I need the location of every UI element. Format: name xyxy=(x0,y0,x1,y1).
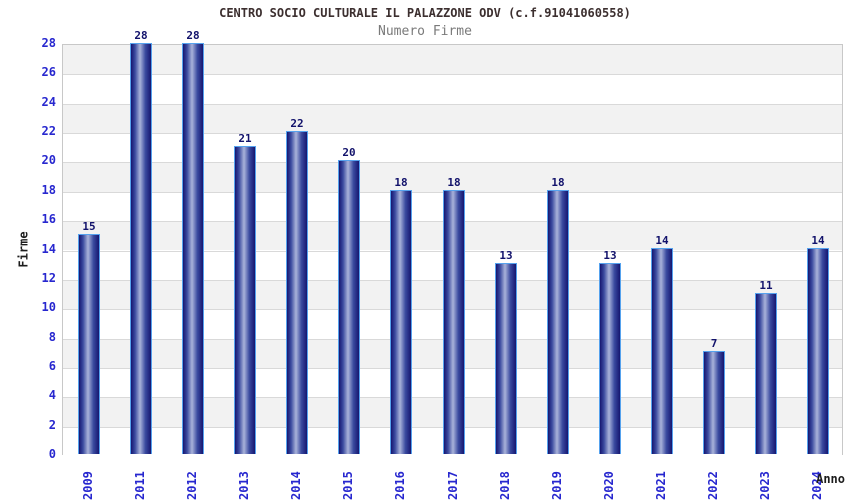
bar-2012 xyxy=(182,43,204,454)
x-tick-label: 2019 xyxy=(550,471,564,500)
y-tick-label: 6 xyxy=(48,359,56,373)
x-tick-label: 2018 xyxy=(498,471,512,500)
bar-value-label: 11 xyxy=(759,279,773,292)
plot-band xyxy=(63,103,842,134)
bar-2017 xyxy=(443,190,465,454)
y-tick-label: 14 xyxy=(41,242,56,256)
bar-2022 xyxy=(703,351,725,454)
bar-2018 xyxy=(495,263,517,454)
x-tick-label: 2021 xyxy=(654,471,668,500)
x-tick-label: 2023 xyxy=(758,471,772,500)
y-tick-label: 24 xyxy=(41,95,56,109)
bar-value-label: 28 xyxy=(134,29,148,42)
bar-value-label: 14 xyxy=(811,234,825,247)
y-tick-label: 2 xyxy=(48,418,56,432)
chart-subtitle: Numero Firme xyxy=(378,24,472,39)
bar-2013 xyxy=(234,146,256,454)
plot-band xyxy=(63,133,842,163)
y-tick-label: 26 xyxy=(41,65,56,79)
bar-value-label: 18 xyxy=(447,176,461,189)
bar-2024 xyxy=(807,248,829,454)
x-tick-label: 2015 xyxy=(341,471,355,500)
bar-2020 xyxy=(599,263,621,454)
x-tick-label: 2017 xyxy=(446,471,460,500)
bar-value-label: 28 xyxy=(186,29,200,42)
bar-value-label: 18 xyxy=(551,176,565,189)
bar-value-label: 22 xyxy=(290,117,304,130)
x-tick-label: 2014 xyxy=(289,471,303,500)
y-tick-label: 22 xyxy=(41,124,56,138)
x-tick-label: 2013 xyxy=(237,471,251,500)
bar-2014 xyxy=(286,131,308,454)
bar-value-label: 14 xyxy=(655,234,669,247)
bar-value-label: 20 xyxy=(342,146,356,159)
x-axis-title: Anno xyxy=(816,472,845,486)
y-tick-label: 10 xyxy=(41,300,56,314)
x-tick-label: 2009 xyxy=(81,471,95,500)
bar-2023 xyxy=(755,293,777,454)
x-tick-label: 2011 xyxy=(133,471,147,500)
y-tick-label: 18 xyxy=(41,183,56,197)
plot-area: 15 28 28 21 22 20 18 18 13 18 13 14 7 11 14 xyxy=(62,30,843,456)
x-tick-label: 2016 xyxy=(393,471,407,500)
y-tick-label: 28 xyxy=(41,36,56,50)
bar-2015 xyxy=(338,160,360,454)
bar-2009 xyxy=(78,234,100,454)
y-tick-label: 12 xyxy=(41,271,56,285)
y-tick-label: 0 xyxy=(48,447,56,461)
chart-title: CENTRO SOCIO CULTURALE IL PALAZZONE ODV … xyxy=(219,6,631,20)
bar-value-label: 13 xyxy=(603,249,617,262)
bar-2016 xyxy=(390,190,412,454)
bar-value-label: 13 xyxy=(499,249,513,262)
bar-2011 xyxy=(130,43,152,454)
bar-2019 xyxy=(547,190,569,454)
bar-value-label: 21 xyxy=(238,132,252,145)
plot-band xyxy=(63,45,842,75)
bar-value-label: 15 xyxy=(82,220,96,233)
plot-band xyxy=(63,74,842,104)
x-axis-ticks: 2009 2011 2012 2013 2014 2015 2016 2017 2018 2019… xyxy=(62,459,843,500)
y-tick-label: 20 xyxy=(41,153,56,167)
bar-value-label: 7 xyxy=(710,337,718,350)
x-tick-label: 2020 xyxy=(602,471,616,500)
y-tick-label: 16 xyxy=(41,212,56,226)
y-tick-label: 8 xyxy=(48,330,56,344)
x-tick-label: 2022 xyxy=(706,471,720,500)
x-tick-label: 2012 xyxy=(185,471,199,500)
bar-2021 xyxy=(651,248,673,454)
y-tick-label: 4 xyxy=(48,388,56,402)
bar-value-label: 18 xyxy=(394,176,408,189)
